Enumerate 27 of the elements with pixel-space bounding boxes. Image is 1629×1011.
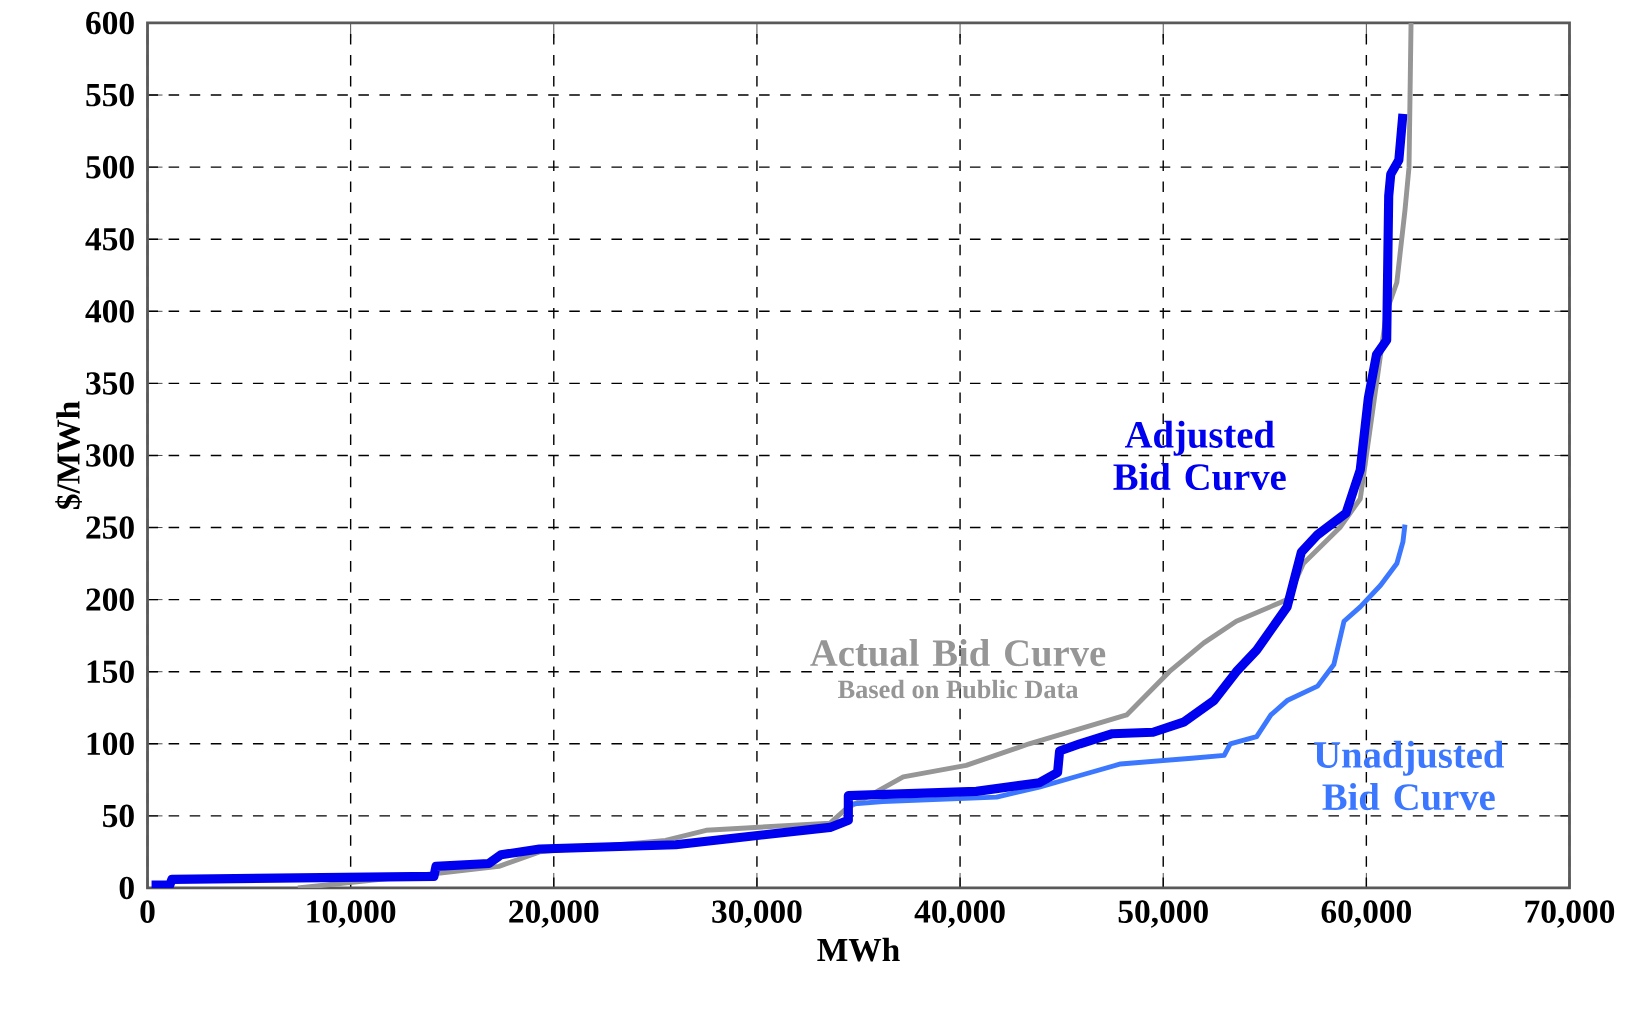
y-tick-label: 50 xyxy=(103,804,134,828)
y-tick-label: 500 xyxy=(86,155,134,179)
y-tick-label: 0 xyxy=(119,876,134,900)
y-tick-label: 250 xyxy=(86,516,134,539)
y-tick-label: 150 xyxy=(87,660,134,683)
series-label: Adjusted Bid Curve xyxy=(1113,420,1286,491)
x-tick-label: 20,000 xyxy=(509,900,599,928)
y-tick-label: 300 xyxy=(86,444,134,467)
x-tick-label: 10,000 xyxy=(307,900,396,928)
x-tick-label: 70,000 xyxy=(1525,900,1615,928)
x-tick-label: 40,000 xyxy=(914,900,1005,928)
series-label: Actual Bid Curve xyxy=(810,639,1106,667)
y-tick-label: 200 xyxy=(86,588,134,611)
x-tick-label: 60,000 xyxy=(1321,900,1412,928)
y-tick-label: 450 xyxy=(85,227,134,251)
x-tick-label: 30,000 xyxy=(712,900,802,928)
y-tick-label: 550 xyxy=(86,83,134,107)
y-tick-label: 350 xyxy=(86,372,134,395)
x-tick-label: 50,000 xyxy=(1118,900,1208,928)
y-axis-title: $/MWh xyxy=(55,401,82,509)
x-tick-label: 0 xyxy=(140,900,155,923)
x-axis-title: MWh xyxy=(817,937,900,962)
series-label: Unadjusted Bid Curve xyxy=(1314,740,1504,811)
y-tick-label: 100 xyxy=(87,732,134,756)
y-tick-label: 600 xyxy=(86,11,134,35)
annotation: Based on Public Data xyxy=(838,679,1079,699)
y-tick-label: 400 xyxy=(85,300,134,323)
